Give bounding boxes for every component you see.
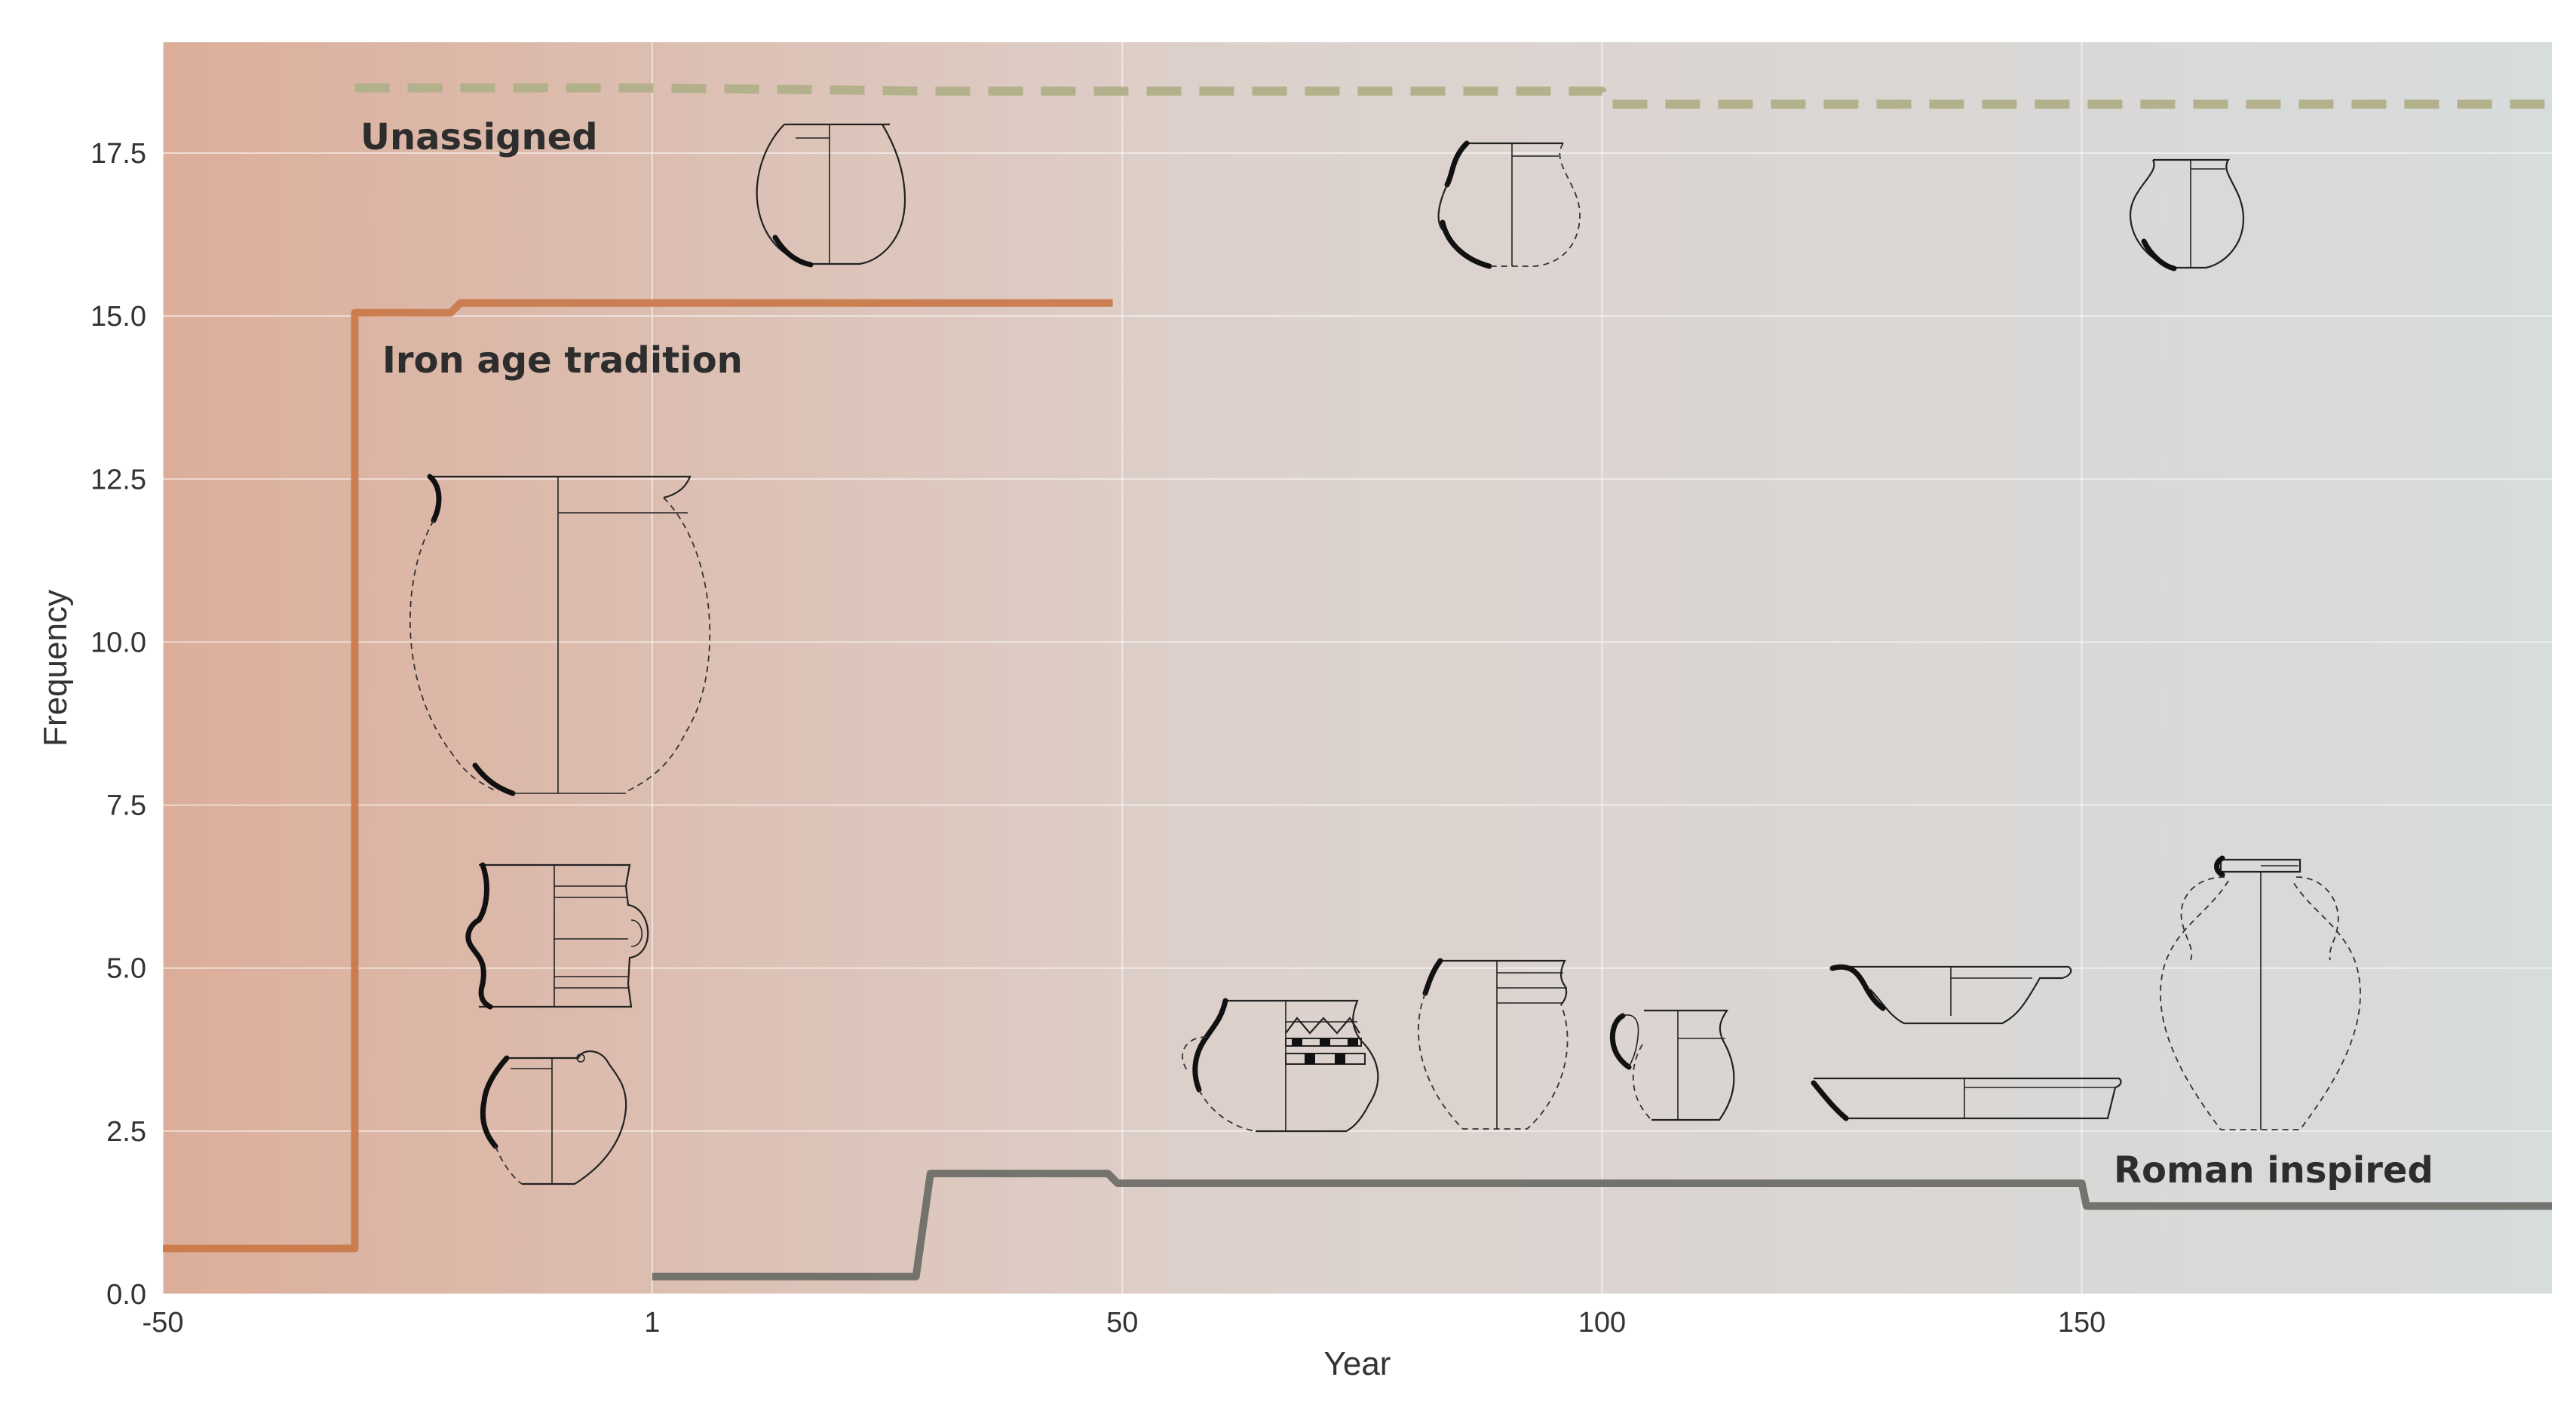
pottery-vessel-drawings [409, 123, 2361, 1185]
plot-area [163, 42, 2552, 1294]
x-tick-label: 50 [1106, 1307, 1138, 1339]
y-tick-label: 5.0 [106, 953, 146, 985]
vessel-roman-platter [1811, 1077, 2122, 1121]
series-line-unassigned [354, 83, 2552, 109]
series-lines [163, 83, 2552, 1281]
y-tick-label: 12.5 [90, 464, 146, 495]
vessel-iron-age-handled-mug [465, 862, 649, 1010]
vessel-unassigned-2 [1437, 140, 1581, 269]
vessel-iron-age-large-jar [409, 474, 711, 796]
x-tick-label: 100 [1578, 1307, 1626, 1339]
series-label-unassigned: Unassigned [360, 116, 598, 158]
y-tick-label: 0.0 [106, 1279, 146, 1311]
y-tick-label: 15.0 [90, 301, 146, 333]
x-tick-label: 1 [644, 1307, 660, 1339]
vessel-roman-small-jug [1609, 1009, 1735, 1121]
vessel-unassigned-1 [756, 123, 906, 268]
y-axis-label: Frequency [37, 590, 74, 747]
x-tick-label: -50 [143, 1307, 184, 1339]
vessel-roman-amphora [2160, 855, 2361, 1130]
series-label-iron-age-tradition: Iron age tradition [382, 339, 743, 382]
series-labels: Unassigned Iron age tradition Roman insp… [360, 116, 2433, 1192]
series-label-roman-inspired: Roman inspired [2114, 1149, 2433, 1192]
vessel-roman-decorated-jug [1182, 998, 1379, 1133]
y-tick-label: 2.5 [106, 1116, 146, 1148]
vessel-iron-age-small-pot [480, 1050, 627, 1185]
vessel-unassigned-3 [2129, 158, 2245, 271]
x-axis-label: Year [1324, 1345, 1391, 1382]
x-tick-label: 150 [2058, 1307, 2105, 1339]
vessel-roman-jar [1418, 958, 1569, 1130]
y-tick-label: 7.5 [106, 790, 146, 822]
y-tick-label: 10.0 [90, 627, 146, 658]
series-line-iron-age-tradition [163, 299, 1113, 1253]
vessel-roman-bowl [1829, 964, 2072, 1025]
series-line-roman-inspired [652, 1170, 2552, 1281]
grid-lines [162, 42, 2552, 1295]
y-tick-label: 17.5 [90, 138, 146, 170]
